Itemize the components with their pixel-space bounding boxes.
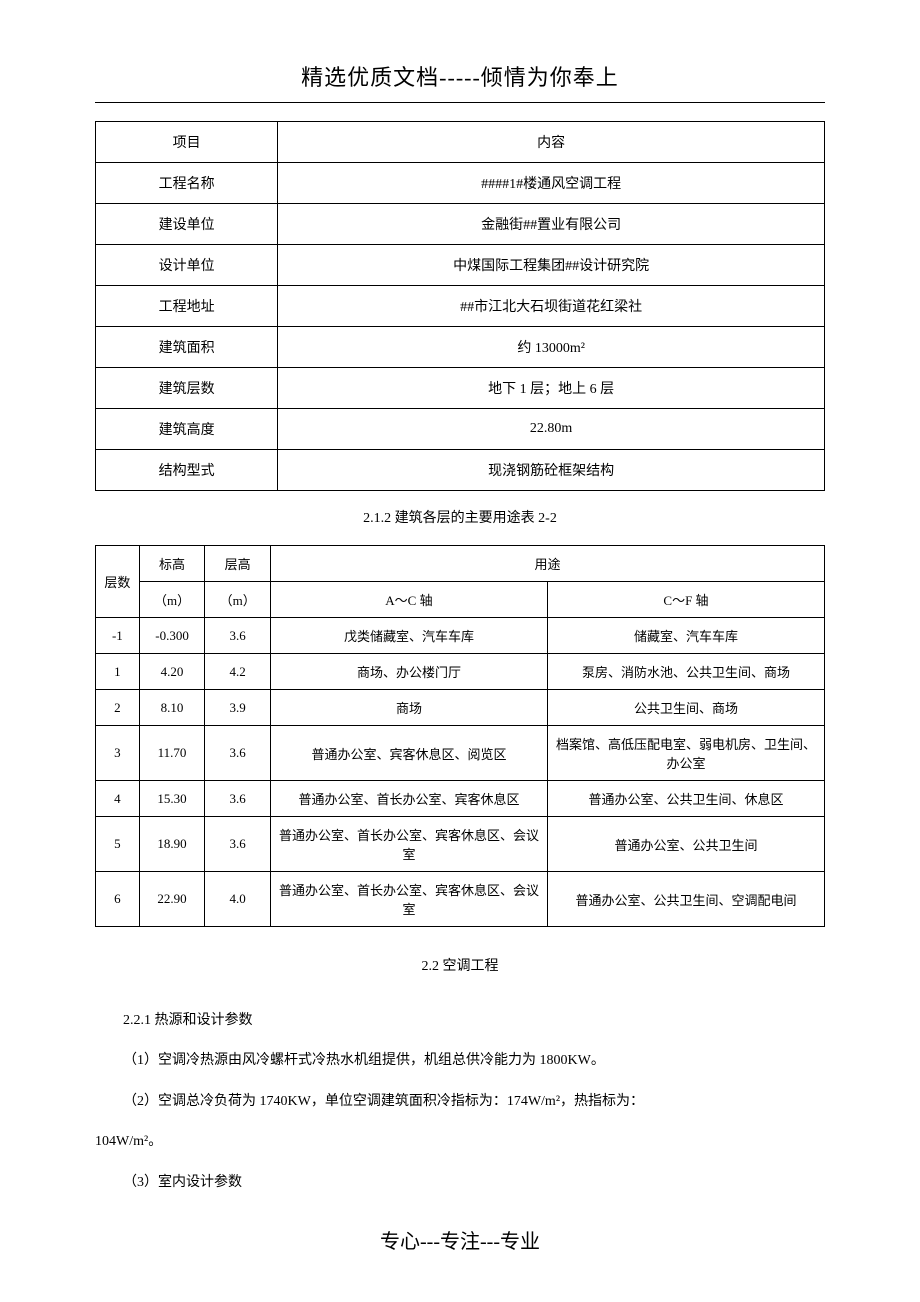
paragraph: （1）空调冷热源由风冷螺杆式冷热水机组提供，机组总供冷能力为 1800KW。 xyxy=(95,1043,825,1079)
cell: 1 xyxy=(96,654,140,690)
cell: 储藏室、汽车车库 xyxy=(547,618,824,654)
page-header-title: 精选优质文档-----倾情为你奉上 xyxy=(95,60,825,102)
cell: 戊类储藏室、汽车车库 xyxy=(270,618,547,654)
cell: 11.70 xyxy=(139,726,205,781)
floor-usage-table: 层数 标高 层高 用途 （m） （m） A～C 轴 C～F 轴 -1-0.300… xyxy=(95,545,825,927)
cell: 6 xyxy=(96,872,140,927)
cell: -0.300 xyxy=(139,618,205,654)
table-row: 建设单位金融街##置业有限公司 xyxy=(96,204,825,245)
para-2-2-1: 2.2.1 热源和设计参数 xyxy=(95,1003,825,1039)
table-row: 518.903.6普通办公室、首长办公室、宾客休息区、会议室普通办公室、公共卫生… xyxy=(96,817,825,872)
cell: 4.0 xyxy=(205,872,271,927)
cell-label: 建设单位 xyxy=(96,204,278,245)
table-row: 设计单位中煤国际工程集团##设计研究院 xyxy=(96,245,825,286)
cell-label: 项目 xyxy=(96,122,278,163)
cell: 3.6 xyxy=(205,781,271,817)
col-axis1: A～C 轴 xyxy=(270,582,547,618)
table-row: 622.904.0普通办公室、首长办公室、宾客休息区、会议室普通办公室、公共卫生… xyxy=(96,872,825,927)
cell: 商场 xyxy=(270,690,547,726)
col-floor: 层数 xyxy=(96,546,140,618)
table-row: 建筑面积约 13000m² xyxy=(96,327,825,368)
paragraph: （2）空调总冷负荷为 1740KW，单位空调建筑面积冷指标为：174W/m²，热… xyxy=(95,1084,825,1120)
cell-value: 金融街##置业有限公司 xyxy=(278,204,825,245)
col-height-unit: （m） xyxy=(205,582,271,618)
cell: 普通办公室、公共卫生间 xyxy=(547,817,824,872)
cell: 普通办公室、公共卫生间、空调配电间 xyxy=(547,872,824,927)
cell: 4 xyxy=(96,781,140,817)
cell-value: 中煤国际工程集团##设计研究院 xyxy=(278,245,825,286)
section-2-2-heading: 2.2 空调工程 xyxy=(95,955,825,975)
table-row: 建筑高度22.80m xyxy=(96,409,825,450)
page-footer: 专心---专注---专业 xyxy=(0,1225,920,1254)
cell: 15.30 xyxy=(139,781,205,817)
cell: 公共卫生间、商场 xyxy=(547,690,824,726)
cell-value: 22.80m xyxy=(278,409,825,450)
cell: 3.9 xyxy=(205,690,271,726)
col-elev-unit: （m） xyxy=(139,582,205,618)
cell-value: ##市江北大石坝街道花红梁社 xyxy=(278,286,825,327)
col-elev: 标高 xyxy=(139,546,205,582)
table-row: 建筑层数地下 1 层；地上 6 层 xyxy=(96,368,825,409)
cell: 8.10 xyxy=(139,690,205,726)
cell-label: 建筑高度 xyxy=(96,409,278,450)
table-row: 14.204.2商场、办公楼门厅泵房、消防水池、公共卫生间、商场 xyxy=(96,654,825,690)
col-axis2: C～F 轴 xyxy=(547,582,824,618)
cell-label: 建筑面积 xyxy=(96,327,278,368)
cell-value: 地下 1 层；地上 6 层 xyxy=(278,368,825,409)
cell-value: ####1#楼通风空调工程 xyxy=(278,163,825,204)
cell: 普通办公室、首长办公室、宾客休息区、会议室 xyxy=(270,817,547,872)
table-header-row: （m） （m） A～C 轴 C～F 轴 xyxy=(96,582,825,618)
col-height: 层高 xyxy=(205,546,271,582)
cell-value: 内容 xyxy=(278,122,825,163)
table-row: 结构型式现浇钢筋砼框架结构 xyxy=(96,450,825,491)
cell-label: 结构型式 xyxy=(96,450,278,491)
cell-label: 建筑层数 xyxy=(96,368,278,409)
cell: 普通办公室、首长办公室、宾客休息区、会议室 xyxy=(270,872,547,927)
header-rule xyxy=(95,102,825,103)
cell: 4.20 xyxy=(139,654,205,690)
cell: -1 xyxy=(96,618,140,654)
cell-label: 工程名称 xyxy=(96,163,278,204)
cell: 泵房、消防水池、公共卫生间、商场 xyxy=(547,654,824,690)
cell: 18.90 xyxy=(139,817,205,872)
table-row: 项目内容 xyxy=(96,122,825,163)
cell: 商场、办公楼门厅 xyxy=(270,654,547,690)
table-header-row: 层数 标高 层高 用途 xyxy=(96,546,825,582)
cell-value: 现浇钢筋砼框架结构 xyxy=(278,450,825,491)
cell: 5 xyxy=(96,817,140,872)
cell: 档案馆、高低压配电室、弱电机房、卫生间、办公室 xyxy=(547,726,824,781)
project-info-table: 项目内容 工程名称####1#楼通风空调工程 建设单位金融街##置业有限公司 设… xyxy=(95,121,825,491)
table-row: -1-0.3003.6戊类储藏室、汽车车库储藏室、汽车车库 xyxy=(96,618,825,654)
cell: 2 xyxy=(96,690,140,726)
col-usage: 用途 xyxy=(270,546,824,582)
paragraph: 104W/m²。 xyxy=(95,1124,825,1160)
cell: 普通办公室、公共卫生间、休息区 xyxy=(547,781,824,817)
cell: 普通办公室、宾客休息区、阅览区 xyxy=(270,726,547,781)
paragraph: （3）室内设计参数 xyxy=(95,1165,825,1201)
table-row: 工程名称####1#楼通风空调工程 xyxy=(96,163,825,204)
cell: 22.90 xyxy=(139,872,205,927)
table-row: 415.303.6普通办公室、首长办公室、宾客休息区普通办公室、公共卫生间、休息… xyxy=(96,781,825,817)
cell: 3 xyxy=(96,726,140,781)
cell-label: 工程地址 xyxy=(96,286,278,327)
cell: 4.2 xyxy=(205,654,271,690)
table2-caption: 2.1.2 建筑各层的主要用途表 2-2 xyxy=(95,507,825,527)
cell: 3.6 xyxy=(205,726,271,781)
table-row: 工程地址##市江北大石坝街道花红梁社 xyxy=(96,286,825,327)
cell-label: 设计单位 xyxy=(96,245,278,286)
cell: 普通办公室、首长办公室、宾客休息区 xyxy=(270,781,547,817)
cell: 3.6 xyxy=(205,618,271,654)
table-row: 28.103.9商场公共卫生间、商场 xyxy=(96,690,825,726)
table-row: 311.703.6普通办公室、宾客休息区、阅览区档案馆、高低压配电室、弱电机房、… xyxy=(96,726,825,781)
cell: 3.6 xyxy=(205,817,271,872)
cell-value: 约 13000m² xyxy=(278,327,825,368)
